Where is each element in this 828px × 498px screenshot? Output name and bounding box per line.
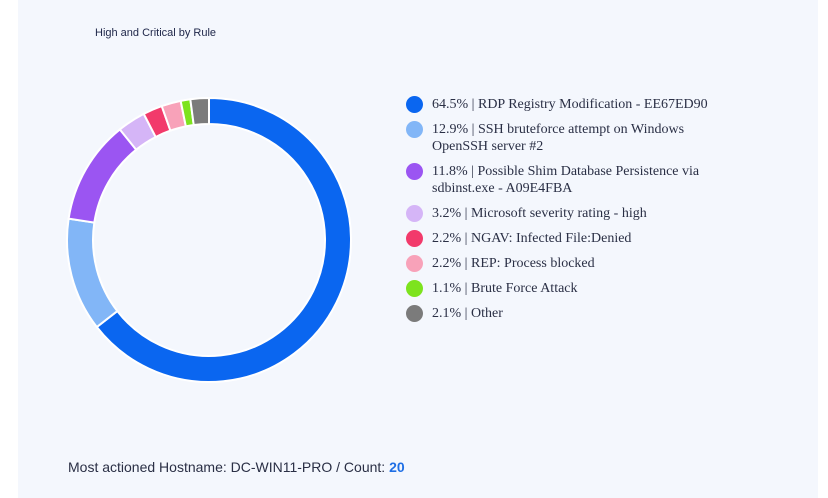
- hostname-summary: Most actioned Hostname: DC-WIN11-PRO / C…: [68, 459, 405, 475]
- legend-separator: |: [468, 122, 478, 137]
- legend-item-0[interactable]: 64.5% | RDP Registry Modification - EE67…: [406, 96, 726, 113]
- legend-separator: |: [461, 231, 471, 246]
- legend-percent: 2.2%: [432, 256, 462, 271]
- donut-slice-2[interactable]: [67, 128, 138, 224]
- legend-label: SSH bruteforce attempt on Windows OpenSS…: [432, 122, 685, 154]
- legend-label: NGAV: Infected File:Denied: [470, 231, 632, 246]
- legend-separator: |: [461, 206, 471, 221]
- legend-swatch: [406, 255, 423, 272]
- legend-percent: 12.9%: [432, 122, 469, 137]
- legend-item-6[interactable]: 1.1% | Brute Force Attack: [406, 280, 726, 297]
- legend-label: Microsoft severity rating - high: [470, 206, 647, 221]
- donut-chart: [66, 96, 352, 383]
- legend-label: Brute Force Attack: [470, 281, 578, 296]
- legend-separator: |: [461, 306, 471, 321]
- legend-separator: |: [461, 256, 471, 271]
- donut-slice-7[interactable]: [189, 96, 210, 127]
- legend-percent: 11.8%: [432, 164, 468, 179]
- legend-item-1[interactable]: 12.9% | SSH bruteforce attempt on Window…: [406, 121, 726, 155]
- legend-percent: 3.2%: [432, 206, 462, 221]
- donut-slice-0[interactable]: [95, 96, 352, 383]
- hostname-count: 20: [389, 459, 405, 475]
- legend-percent: 64.5%: [432, 97, 469, 112]
- donut-slice-1[interactable]: [66, 217, 119, 329]
- legend-item-4[interactable]: 2.2% | NGAV: Infected File:Denied: [406, 230, 726, 247]
- hostname-label: Most actioned Hostname: DC-WIN11-PRO / C…: [68, 459, 390, 475]
- legend-percent: 2.1%: [432, 306, 462, 321]
- legend-percent: 1.1%: [432, 281, 462, 296]
- legend-swatch: [406, 121, 423, 138]
- legend-percent: 2.2%: [432, 231, 462, 246]
- legend-item-3[interactable]: 3.2% | Microsoft severity rating - high: [406, 205, 726, 222]
- chart-title: High and Critical by Rule: [95, 27, 217, 39]
- legend-swatch: [406, 230, 423, 247]
- legend-swatch: [406, 280, 423, 297]
- chart-panel: High and Critical by Rule 64.5% | RDP Re…: [18, 0, 818, 498]
- legend-separator: |: [461, 281, 471, 296]
- legend-item-5[interactable]: 2.2% | REP: Process blocked: [406, 255, 726, 272]
- legend-separator: |: [467, 164, 478, 179]
- legend-label: Possible Shim Database Persistence via s…: [432, 164, 700, 196]
- legend-label: RDP Registry Modification - EE67ED90: [477, 97, 708, 112]
- legend-label: Other: [470, 306, 503, 321]
- legend-swatch: [406, 163, 423, 180]
- legend-item-2[interactable]: 11.8% | Possible Shim Database Persisten…: [406, 163, 726, 197]
- legend-label: REP: Process blocked: [470, 256, 595, 271]
- legend-swatch: [406, 205, 423, 222]
- legend-swatch: [406, 96, 423, 113]
- chart-legend: 64.5% | RDP Registry Modification - EE67…: [406, 96, 726, 330]
- legend-separator: |: [468, 97, 478, 112]
- legend-item-7[interactable]: 2.1% | Other: [406, 305, 726, 322]
- legend-swatch: [406, 305, 423, 322]
